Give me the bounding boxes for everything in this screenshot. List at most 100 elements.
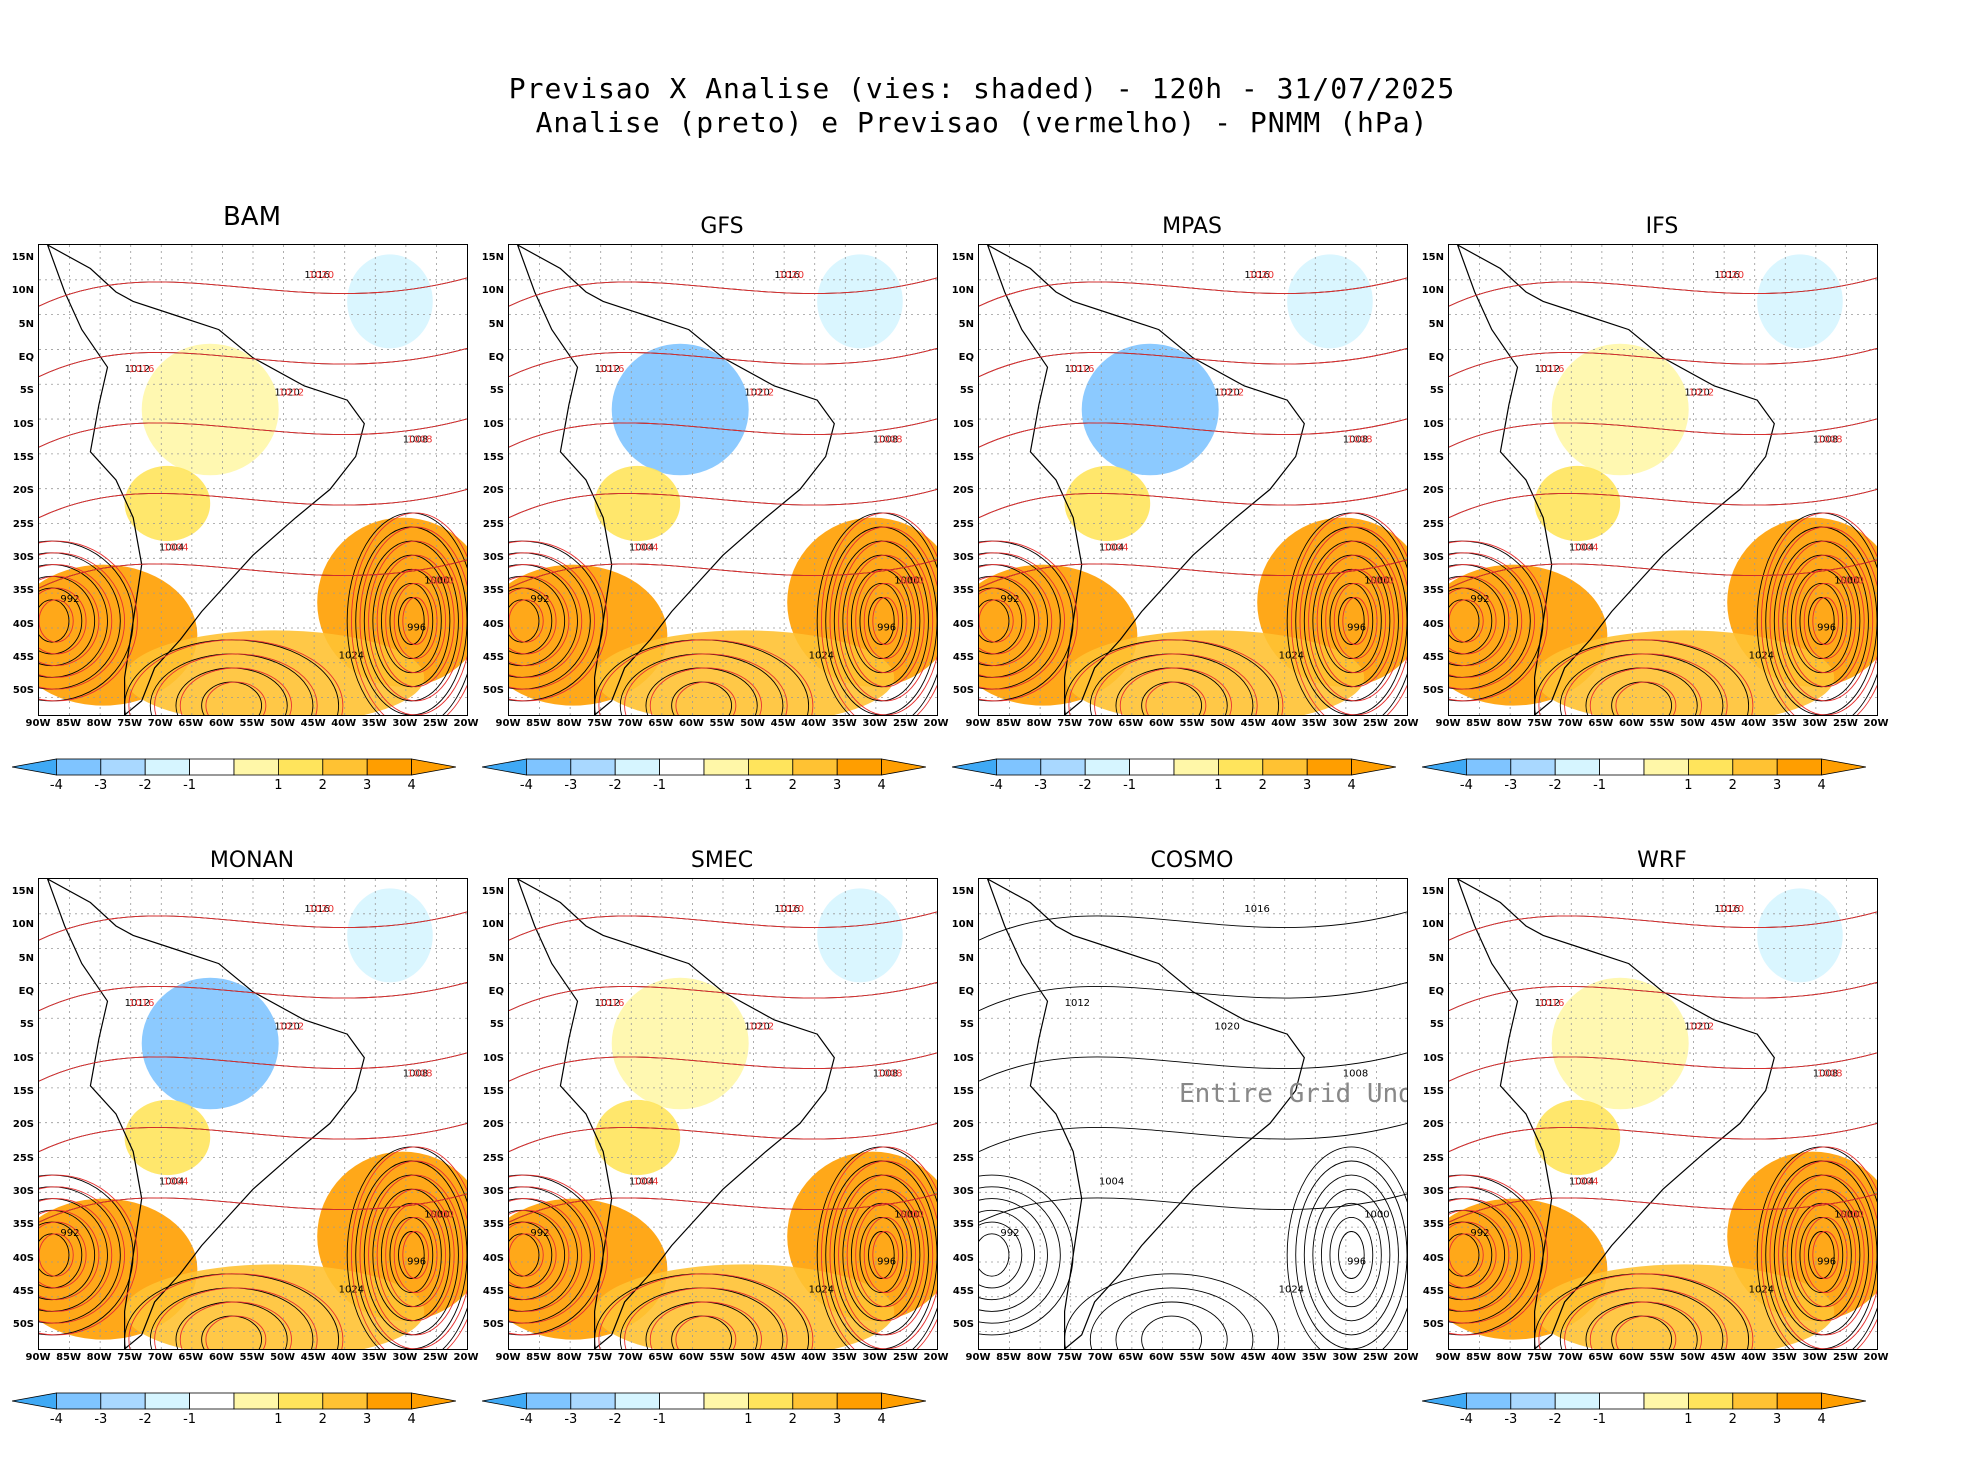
coastline [46,879,365,1349]
analysis-contour-label: 1000 [424,1209,449,1220]
latitude-tick-label: 5N [488,952,504,964]
analysis-isobar [1449,1233,1480,1277]
longitude-tick-label: 90W [25,1352,51,1363]
forecast-isobar [598,639,814,715]
colorbar-swatch [1084,758,1130,776]
forecast-contour-label: 1020 [309,270,334,281]
forecast-isobar [39,347,467,378]
colorbar-swatch [481,758,527,776]
latitude-tick-label: 25S [12,1152,34,1164]
latitude-tick-label: 45S [952,1286,974,1297]
bias-shading-region [1064,465,1151,542]
forecast-isobar [39,981,467,1012]
latitude-tick-label: 15S [482,452,504,463]
colorbar-tick-label: -1 [653,778,667,793]
forecast-isobar [509,1221,557,1289]
analysis-contour-label: 1004 [159,1177,184,1188]
latitude-tick-label: 45S [1422,1286,1444,1297]
latitude-tick-label: 5S [19,385,34,397]
analysis-isobar [868,1231,895,1279]
forecast-contour-label: 1008 [1817,1068,1842,1079]
latitude-tick-label: 15N [481,886,504,897]
analysis-contour-label: 1016 [1714,904,1739,915]
latitude-tick-label: EQ [18,352,34,363]
analysis-contour-label: 996 [1817,622,1836,633]
colorbar-tick-label: -4 [989,778,1003,793]
analysis-isobar [398,1231,425,1279]
colorbar-svg [1421,1392,1867,1410]
forecast-isobar [979,540,1078,702]
map-svg: 1016 1012 1020 1008 1004 1000 996 992 1024 [979,879,1407,1349]
longitude-tick-label: 30W [392,718,418,729]
analysis-contour-label: 1024 [1279,1285,1304,1296]
forecast-isobar [1119,667,1232,715]
colorbar-swatch [1776,1392,1823,1410]
forecast-isobar [1316,554,1395,688]
longitude-tick-label: 35W [1771,1352,1797,1363]
colorbar-tick-label: 1 [1684,1412,1693,1427]
colorbar-swatch [1040,758,1086,776]
bias-shading-region [124,1099,211,1176]
forecast-isobar [39,1122,467,1153]
analysis-contour-label: 1020 [744,387,769,398]
analysis-contour-label: 992 [1000,1228,1019,1239]
analysis-contour-label: 992 [530,1228,549,1239]
forecast-contour-label: 1020 [779,904,804,915]
panel-title: MONAN [209,848,295,873]
longitude-tick-label: 70W [1557,1352,1583,1363]
colorbar-swatch [1687,1392,1734,1410]
longitude-tick-label: 55W [1649,718,1675,729]
analysis-contour-label: 1020 [1684,387,1709,398]
analysis-contour-label: 996 [1817,1256,1836,1267]
latitude-tick-label: 25S [12,518,34,530]
colorbar-tick-label: -2 [138,778,152,793]
latitude-tick-label: 5N [488,318,504,330]
forecast-isobar [509,1193,937,1223]
latitude-tick-label: 15N [951,252,974,263]
forecast-isobar [39,1174,138,1336]
analysis-contour-label: 1004 [1099,543,1124,554]
colorbar-tick-label: -3 [94,1412,108,1427]
latitude-tick-label: 50S [12,1319,34,1331]
colorbar-tick-label: -1 [653,1412,667,1427]
colorbar-swatch [277,758,324,776]
analysis-contour-label: 1000 [1364,575,1389,586]
forecast-contour-label: 1016 [1539,998,1564,1009]
forecast-contour-label: 1000 [1368,575,1393,586]
longitude-tick-label: 35W [361,718,387,729]
longitude-tick-label: 45W [1240,1352,1266,1363]
longitude-tick-label: 85W [56,718,82,729]
forecast-isobar [509,277,937,307]
analysis-contour-label: 1012 [1535,364,1560,375]
bias-shading-region [1551,977,1689,1110]
bias-shading-region [1757,888,1843,983]
forecast-isobar [509,347,937,378]
analysis-contour-label: 1012 [595,364,620,375]
forecast-isobar [1778,1174,1874,1336]
colorbar-swatch [570,1392,616,1410]
colorbar-swatch [747,758,794,776]
longitude-tick-label: 75W [587,1352,613,1363]
longitude-tick-label: 75W [587,718,613,729]
model-panel-wrf: WRF 1016 1012 1020 1008 1004 1000 996 992 1024 102… [1410,848,1889,1462]
bias-shading-region [124,465,211,542]
forecast-contour-label: 1020 [1719,904,1744,915]
longitude-tick-label: 25W [892,1352,918,1363]
latitude-tick-label: 5S [1429,385,1444,397]
analysis-isobar [398,597,425,645]
forecast-isobar [1795,1202,1857,1308]
colorbar-swatch [1262,758,1308,776]
longitude-tick-label: 30W [1802,1352,1828,1363]
longitude-tick-label: 80W [556,1352,582,1363]
colorbar-tick-label: 2 [1728,778,1737,793]
forecast-isobar [979,277,1407,307]
forecast-contour-label: 1020 [1249,270,1274,281]
latitude-tick-label: 15S [952,1086,974,1097]
longitude-tick-label: 85W [526,718,552,729]
longitude-tick-label: 70W [1087,718,1113,729]
analysis-isobar [850,568,912,674]
analysis-contour-label: 1008 [873,434,898,445]
forecast-contour-label: 1004 [1573,1177,1598,1188]
forecast-isobar [1803,1216,1848,1294]
forecast-isobar [1449,575,1510,667]
